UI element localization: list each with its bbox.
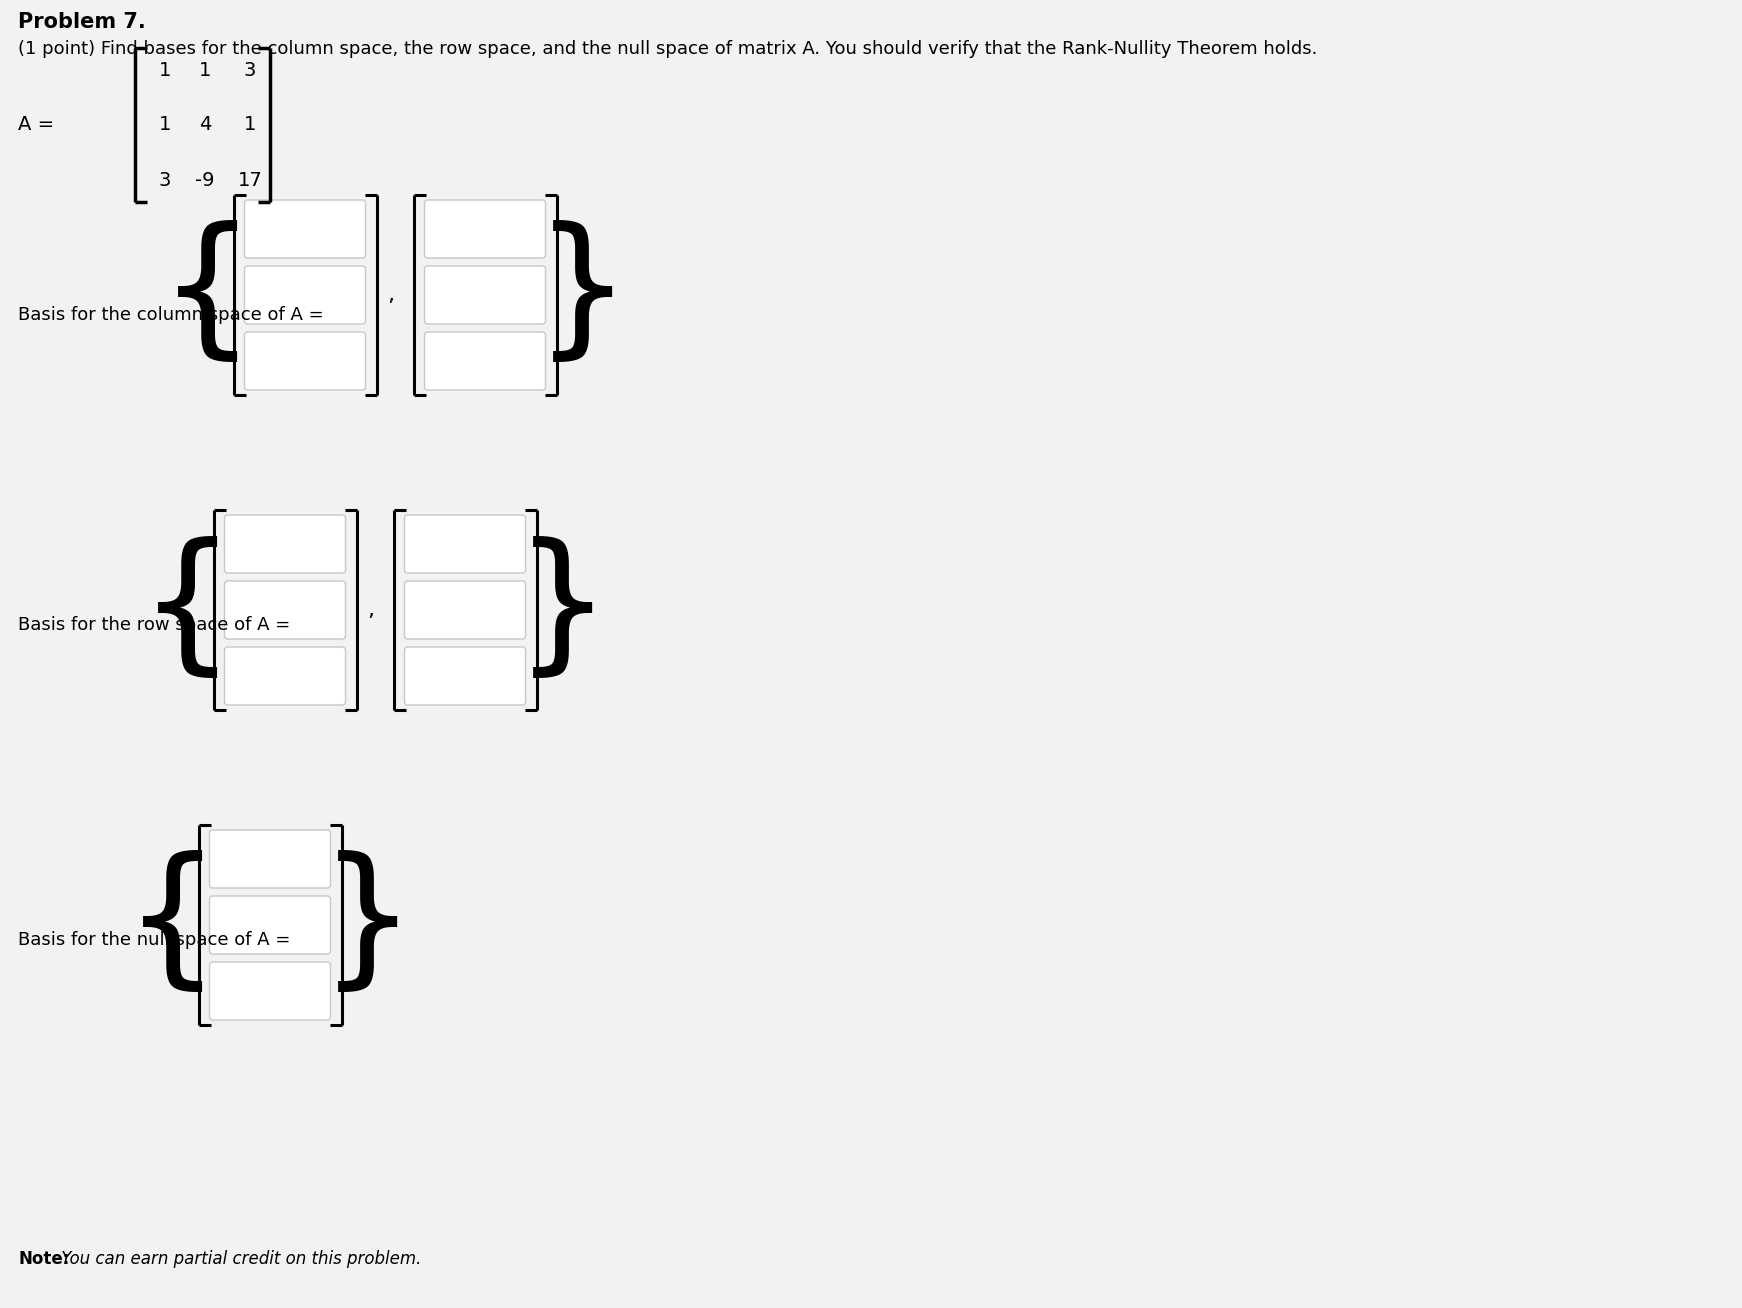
- Text: 1: 1: [159, 115, 171, 135]
- Text: {: {: [159, 221, 256, 369]
- Text: 1: 1: [199, 60, 211, 80]
- Text: Note:: Note:: [17, 1250, 70, 1267]
- FancyBboxPatch shape: [209, 896, 331, 954]
- FancyBboxPatch shape: [225, 515, 345, 573]
- Text: 1: 1: [244, 115, 256, 135]
- Text: }: }: [319, 850, 416, 999]
- FancyBboxPatch shape: [404, 515, 526, 573]
- Text: ,: ,: [368, 600, 375, 620]
- Text: 3: 3: [159, 170, 171, 190]
- FancyBboxPatch shape: [425, 332, 545, 390]
- FancyBboxPatch shape: [425, 200, 545, 258]
- Text: 4: 4: [199, 115, 211, 135]
- FancyBboxPatch shape: [244, 266, 366, 324]
- Text: {: {: [124, 850, 221, 999]
- FancyBboxPatch shape: [209, 961, 331, 1020]
- Text: A =: A =: [17, 115, 54, 135]
- Text: {: {: [139, 535, 237, 684]
- Text: }: }: [533, 221, 631, 369]
- Text: }: }: [514, 535, 611, 684]
- Text: 17: 17: [237, 170, 263, 190]
- Text: -9: -9: [195, 170, 214, 190]
- Text: Basis for the null space of A =: Basis for the null space of A =: [17, 931, 291, 950]
- Text: You can earn partial credit on this problem.: You can earn partial credit on this prob…: [56, 1250, 422, 1267]
- Text: 1: 1: [159, 60, 171, 80]
- Text: Basis for the row space of A =: Basis for the row space of A =: [17, 616, 291, 634]
- FancyBboxPatch shape: [404, 581, 526, 640]
- FancyBboxPatch shape: [425, 266, 545, 324]
- FancyBboxPatch shape: [225, 581, 345, 640]
- FancyBboxPatch shape: [244, 332, 366, 390]
- FancyBboxPatch shape: [404, 647, 526, 705]
- Text: Basis for the column space of A =: Basis for the column space of A =: [17, 306, 324, 324]
- FancyBboxPatch shape: [225, 647, 345, 705]
- FancyBboxPatch shape: [244, 200, 366, 258]
- FancyBboxPatch shape: [209, 831, 331, 888]
- Text: Problem 7.: Problem 7.: [17, 12, 146, 31]
- Text: (1 point) Find bases for the column space, the row space, and the null space of : (1 point) Find bases for the column spac…: [17, 41, 1317, 58]
- Text: ,: ,: [387, 285, 394, 305]
- Text: 3: 3: [244, 60, 256, 80]
